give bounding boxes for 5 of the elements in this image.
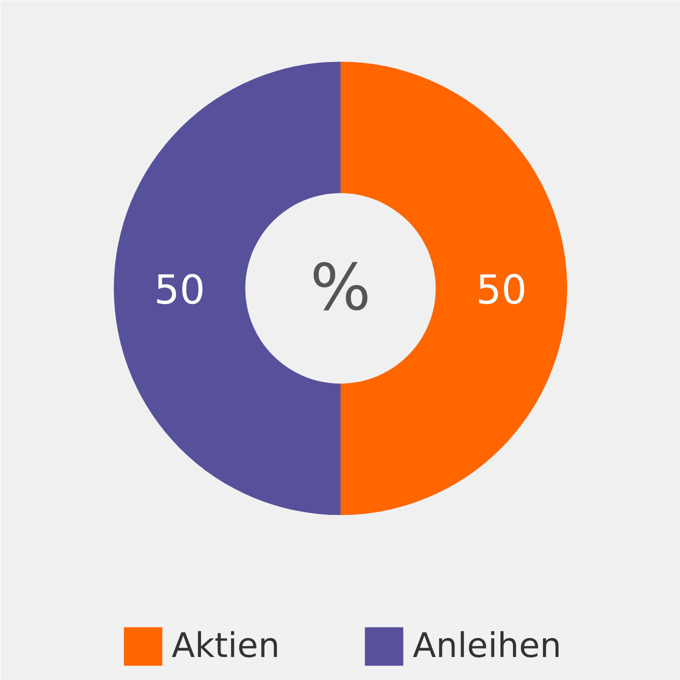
data-label: 50: [476, 267, 527, 314]
legend-label: Aktien: [172, 626, 280, 666]
legend-label: Anleihen: [412, 626, 562, 666]
data-label: 50: [154, 267, 206, 314]
text: %: [310, 251, 371, 326]
